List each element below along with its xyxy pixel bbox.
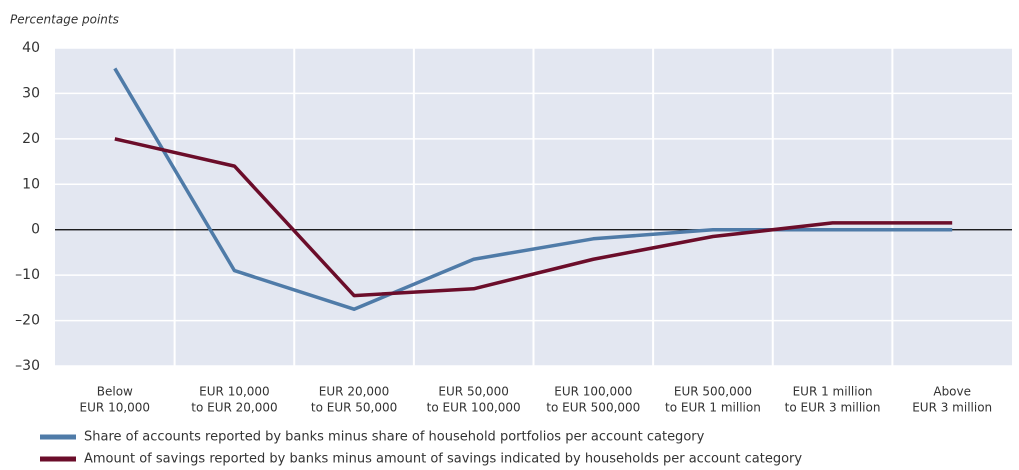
- y-tick-label: –10: [15, 267, 40, 283]
- x-tick-label: EUR 500,000: [674, 385, 752, 399]
- x-tick-label: to EUR 20,000: [191, 401, 277, 415]
- x-tick-label: EUR 50,000: [438, 385, 509, 399]
- y-tick-label: 40: [22, 40, 40, 56]
- x-tick-label: to EUR 100,000: [427, 401, 521, 415]
- x-tick-label: EUR 100,000: [554, 385, 632, 399]
- x-tick-label: EUR 10,000: [199, 385, 270, 399]
- x-tick-label: EUR 20,000: [319, 385, 390, 399]
- y-tick-label: 20: [22, 131, 40, 147]
- x-tick-label: Above: [933, 385, 971, 399]
- legend-label: Amount of savings reported by banks minu…: [84, 452, 802, 467]
- x-tick-label: EUR 1 million: [793, 385, 873, 399]
- series-line: [113, 67, 953, 311]
- x-tick-label: to EUR 3 million: [785, 401, 881, 415]
- y-tick-label: 30: [22, 85, 40, 101]
- x-tick-label: EUR 10,000: [80, 401, 151, 415]
- x-tick-label: Below: [97, 385, 133, 399]
- y-tick-label: 0: [31, 222, 40, 238]
- y-tick-label: 10: [22, 176, 40, 192]
- legend-swatch: [40, 434, 76, 440]
- x-tick-label: EUR 3 million: [912, 401, 992, 415]
- y-tick-label: –30: [15, 358, 40, 374]
- y-tick-label: –20: [15, 313, 40, 329]
- x-tick-label: to EUR 50,000: [311, 401, 397, 415]
- legend-label: Share of accounts reported by banks minu…: [84, 430, 705, 445]
- x-tick-label: to EUR 1 million: [665, 401, 761, 415]
- legend-swatch: [40, 456, 76, 462]
- series-line: [114, 137, 953, 298]
- x-tick-label: to EUR 500,000: [546, 401, 640, 415]
- y-axis-label: Percentage points: [10, 13, 119, 27]
